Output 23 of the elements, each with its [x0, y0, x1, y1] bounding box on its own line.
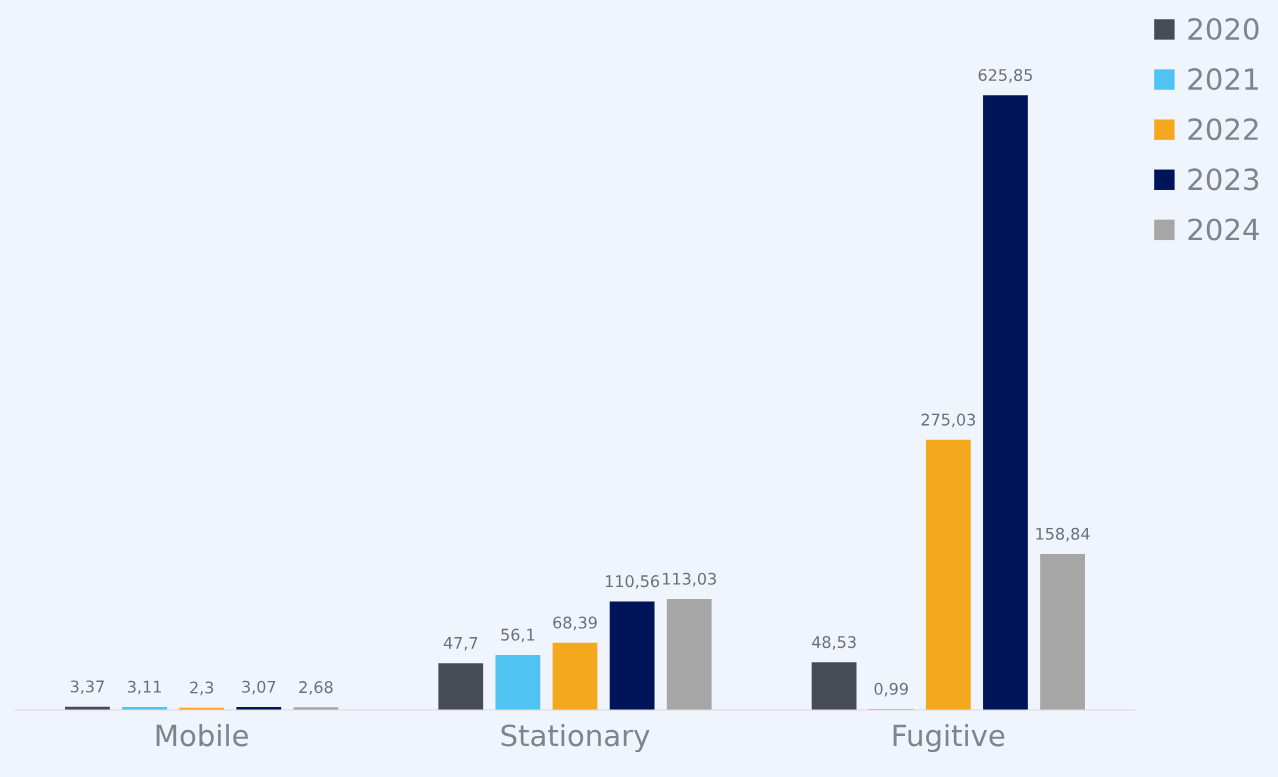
legend-label: 2022 — [1188, 118, 1258, 141]
data-label: 275,03 — [921, 413, 975, 428]
data-label: 68,39 — [553, 616, 597, 631]
data-label: 113,03 — [663, 572, 716, 587]
x-tick-label: Mobile — [156, 723, 248, 747]
data-label: 110,56 — [605, 575, 660, 589]
data-label: 3,37 — [70, 680, 104, 695]
data-label: 2,68 — [299, 681, 333, 695]
legend-label: 2024 — [1188, 218, 1259, 241]
data-label: 47,7 — [443, 637, 478, 651]
legend-label: 2023 — [1188, 168, 1259, 191]
x-tick-label: Stationary — [501, 723, 650, 753]
legend-label: 2020 — [1188, 18, 1259, 41]
x-tick-label: Fugitive — [893, 723, 1005, 753]
data-label: 158,84 — [1036, 527, 1090, 542]
legend-label: 2021 — [1188, 68, 1258, 91]
data-label: 56,1 — [501, 628, 535, 643]
data-label: 625,85 — [978, 68, 1032, 83]
data-label: 3,07 — [242, 680, 276, 695]
data-label: 48,53 — [812, 636, 856, 650]
data-label: 3,11 — [127, 680, 161, 695]
data-label: 2,3 — [190, 681, 214, 696]
data-label: 0,99 — [874, 682, 908, 697]
